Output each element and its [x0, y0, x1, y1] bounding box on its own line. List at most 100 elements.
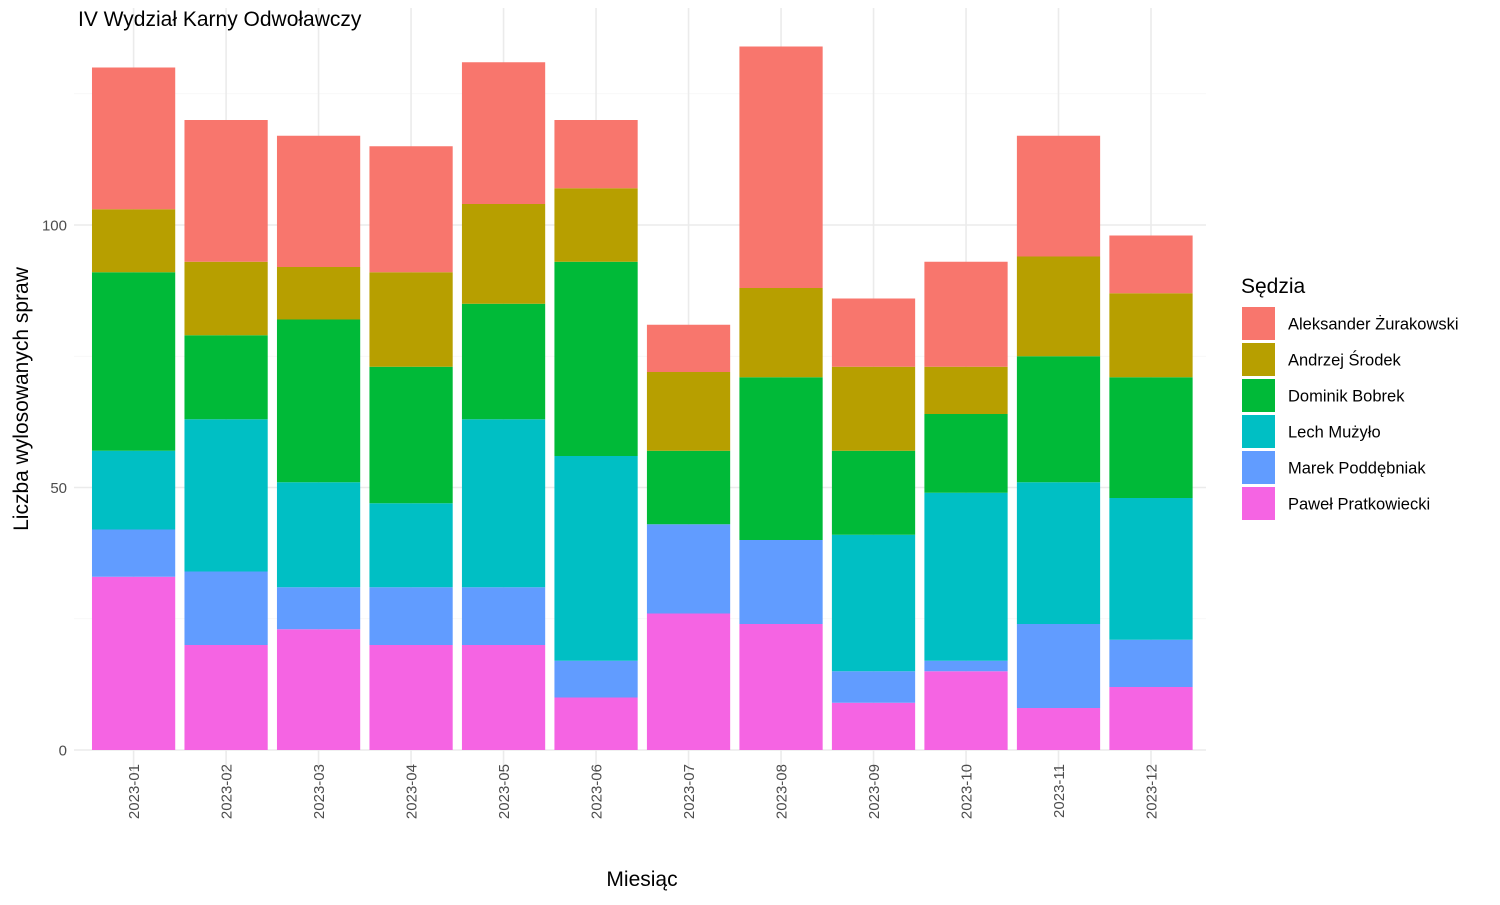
x-tick-label: 2023-11: [1051, 764, 1068, 818]
bar-segment: [184, 571, 268, 645]
bar-segment: [831, 702, 916, 750]
bar-segment: [276, 629, 361, 750]
legend-swatch: [1242, 379, 1275, 412]
legend-label: Marek Poddębniak: [1288, 460, 1426, 478]
bar-segment: [369, 645, 453, 750]
x-tick-label: 2023-03: [311, 764, 328, 819]
bar-segment: [831, 366, 916, 451]
bar-segment: [924, 414, 1008, 493]
bar-segment: [739, 288, 823, 378]
legend-title: Sędzia: [1241, 275, 1306, 298]
bar-segment: [276, 135, 361, 267]
y-tick-label: 100: [42, 218, 67, 235]
x-tick-label: 2023-02: [219, 764, 236, 819]
bar-segment: [91, 272, 176, 451]
bar-segment: [554, 697, 638, 750]
x-tick-label: 2023-12: [1144, 764, 1161, 819]
legend-swatch: [1242, 415, 1275, 448]
legend-label: Aleksander Żurakowski: [1288, 315, 1459, 334]
x-tick-label: 2023-05: [496, 764, 513, 819]
bar-segment: [461, 645, 546, 750]
bar-segment: [91, 450, 176, 530]
bar-segment: [461, 303, 546, 420]
bar-segment: [1016, 356, 1101, 483]
bar-segment: [1109, 498, 1193, 640]
bar-segment: [369, 146, 453, 273]
bar-segment: [554, 120, 638, 189]
bars: [91, 46, 1193, 750]
bar-segment: [461, 587, 546, 645]
bar-segment: [831, 298, 916, 367]
x-tick-label: 2023-08: [774, 764, 791, 819]
bar-segment: [369, 366, 453, 504]
x-axis-title: Miesiąc: [606, 868, 677, 891]
bar-segment: [1109, 377, 1193, 498]
bar-segment: [739, 624, 823, 750]
bar-segment: [1016, 708, 1101, 750]
bar-segment: [924, 261, 1008, 367]
legend-swatch: [1242, 487, 1275, 520]
y-tick-label: 50: [50, 480, 67, 497]
bar-segment: [184, 261, 268, 336]
bar-segment: [461, 204, 546, 304]
x-tick-label: 2023-06: [589, 764, 606, 819]
axes: IV Wydział Karny Odwoławczy Miesiąc Licz…: [10, 8, 1161, 891]
bar-segment: [369, 272, 453, 367]
bar-segment: [184, 120, 268, 262]
chart-title: IV Wydział Karny Odwoławczy: [78, 8, 362, 31]
legend-label: Andrzej Środek: [1288, 351, 1402, 370]
x-tick-label: 2023-10: [959, 764, 976, 819]
y-axis-title: Liczba wylosowanych spraw: [10, 266, 33, 531]
bar-segment: [369, 587, 453, 645]
bar-segment: [646, 613, 731, 750]
x-tick-label: 2023-01: [126, 764, 143, 819]
legend-label: Paweł Pratkowiecki: [1288, 496, 1430, 514]
bar-segment: [554, 188, 638, 262]
bar-segment: [461, 62, 546, 204]
bar-segment: [184, 645, 268, 750]
bar-segment: [646, 324, 731, 372]
bar-segment: [91, 67, 176, 210]
bar-segment: [369, 503, 453, 588]
bar-segment: [276, 319, 361, 483]
bar-segment: [1016, 624, 1101, 708]
legend: Sędzia Aleksander Żurakowski Andrzej Środ…: [1241, 275, 1459, 520]
bar-segment: [91, 576, 176, 750]
bar-segment: [739, 46, 823, 288]
bar-segment: [554, 456, 638, 661]
bar-segment: [831, 450, 916, 535]
legend-swatch: [1242, 343, 1275, 376]
bar-segment: [646, 450, 731, 525]
bar-segment: [91, 209, 176, 273]
bar-segment: [1109, 639, 1193, 687]
legend-label: Lech Mużyło: [1288, 424, 1381, 442]
bar-segment: [924, 366, 1008, 414]
bar-segment: [276, 482, 361, 588]
legend-swatch: [1242, 307, 1275, 340]
bar-segment: [461, 419, 546, 588]
bar-segment: [1109, 235, 1193, 294]
bar-segment: [1016, 256, 1101, 357]
bar-segment: [646, 524, 731, 614]
bar-segment: [1016, 135, 1101, 257]
x-tick-label: 2023-09: [866, 764, 883, 819]
bar-segment: [924, 492, 1008, 661]
bar-segment: [276, 267, 361, 320]
bar-segment: [554, 660, 638, 698]
bar-segment: [646, 372, 731, 451]
bar-segment: [1109, 687, 1193, 750]
bar-segment: [276, 587, 361, 630]
bar-segment: [924, 671, 1008, 750]
bar-segment: [554, 261, 638, 456]
bar-segment: [924, 660, 1008, 672]
bar-segment: [831, 671, 916, 703]
y-tick-label: 0: [59, 743, 67, 760]
bar-segment: [739, 540, 823, 624]
bar-segment: [184, 335, 268, 420]
x-tick-label: 2023-04: [404, 764, 421, 819]
bar-segment: [739, 377, 823, 540]
x-tick-label: 2023-07: [681, 764, 698, 819]
bar-segment: [91, 529, 176, 577]
